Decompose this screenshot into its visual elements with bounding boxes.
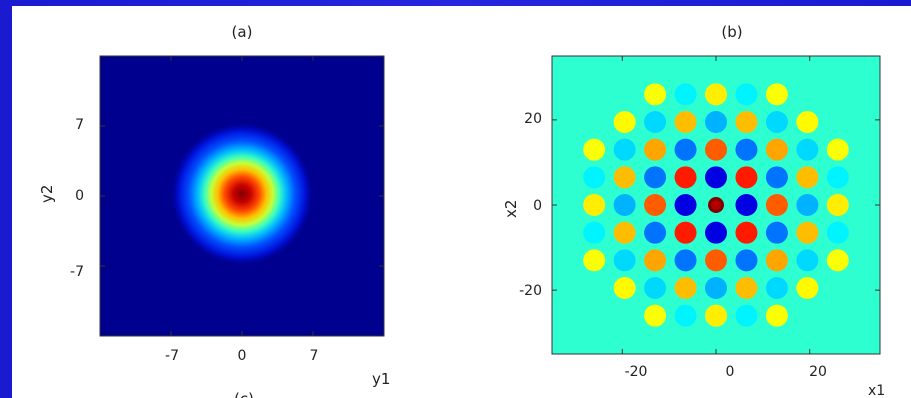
lattice-spot <box>796 277 819 300</box>
lattice-spot <box>796 249 819 272</box>
panel-a-peak <box>170 122 314 266</box>
lattice-spot <box>735 138 758 161</box>
lattice-spot <box>796 194 819 216</box>
lattice-spot <box>705 83 727 106</box>
panel-b: (b) 20 0 -20 -20 0 20 x1 x2 <box>502 23 885 398</box>
panel-b-ytick-mid: 0 <box>533 198 542 214</box>
panel-a-ytick-mid: 0 <box>75 188 84 204</box>
lattice-spot <box>735 249 758 272</box>
panel-b-xtick-right: 20 <box>809 364 827 380</box>
lattice-spot <box>765 277 788 300</box>
lattice-spot <box>644 110 667 133</box>
lattice-spot <box>735 166 758 189</box>
lattice-spot <box>765 166 788 189</box>
lattice-spot <box>674 304 697 327</box>
lattice-spot <box>613 166 636 189</box>
lattice-spot <box>583 249 606 272</box>
lattice-spot <box>613 221 636 244</box>
panel-b-ylabel: x2 <box>502 200 520 218</box>
lattice-spot <box>644 166 667 189</box>
lattice-spot <box>644 194 667 216</box>
lattice-spot <box>796 221 819 244</box>
lattice-spot <box>796 138 819 161</box>
lattice-spot <box>705 166 727 189</box>
lattice-spot <box>765 138 788 161</box>
lattice-spot <box>765 194 788 216</box>
lattice-spot <box>674 194 697 216</box>
lattice-spot <box>613 138 636 161</box>
lattice-spot <box>613 194 636 216</box>
panel-b-xtick-left: -20 <box>625 364 648 380</box>
lattice-spot <box>644 304 667 327</box>
panel-a-xtick-right: 7 <box>310 348 319 364</box>
panel-a-ytick-top: 7 <box>75 117 84 133</box>
lattice-spot <box>765 221 788 244</box>
lattice-spot <box>765 83 788 106</box>
panel-c-caption: (c) <box>234 390 254 398</box>
lattice-spot <box>583 221 606 244</box>
panel-b-spots <box>583 83 849 327</box>
lattice-spot <box>674 221 697 244</box>
panel-a-xlabel: y1 <box>372 370 390 388</box>
lattice-spot <box>826 138 849 161</box>
lattice-spot <box>796 166 819 189</box>
lattice-spot <box>826 166 849 189</box>
lattice-spot <box>674 166 697 189</box>
lattice-spot <box>705 304 727 327</box>
panel-b-ytick-top: 20 <box>524 111 542 127</box>
lattice-spot <box>705 277 727 300</box>
panel-a-xtick-mid: 0 <box>238 348 247 364</box>
lattice-spot <box>583 166 606 189</box>
lattice-spot <box>613 110 636 133</box>
lattice-spot <box>674 249 697 272</box>
panel-b-ytick-bottom: -20 <box>519 283 542 299</box>
lattice-spot <box>613 249 636 272</box>
lattice-spot <box>765 110 788 133</box>
lattice-spot <box>705 110 727 133</box>
lattice-spot <box>826 249 849 272</box>
lattice-spot <box>735 277 758 300</box>
lattice-spot <box>674 277 697 300</box>
lattice-spot <box>796 110 819 133</box>
panel-a-title: (a) <box>232 23 253 41</box>
lattice-spot <box>674 83 697 106</box>
lattice-spot <box>644 277 667 300</box>
panel-a-ylabel: y2 <box>38 185 56 203</box>
lattice-center-core <box>711 200 721 210</box>
panel-a-ticks <box>100 56 384 336</box>
lattice-spot <box>765 304 788 327</box>
panel-b-xtick-mid: 0 <box>726 364 735 380</box>
lattice-spot <box>735 194 758 216</box>
lattice-spot <box>674 110 697 133</box>
panel-a-xtick-left: -7 <box>165 348 179 364</box>
lattice-spot <box>644 249 667 272</box>
lattice-spot <box>674 138 697 161</box>
panel-b-ticks <box>552 56 880 354</box>
lattice-spot <box>613 277 636 300</box>
lattice-spot <box>735 110 758 133</box>
panel-a-ytick-bottom: -7 <box>70 264 84 280</box>
panel-b-title: (b) <box>721 23 742 41</box>
lattice-spot <box>705 221 727 244</box>
lattice-spot <box>735 83 758 106</box>
lattice-spot <box>583 194 606 216</box>
lattice-spot <box>735 221 758 244</box>
lattice-spot <box>583 138 606 161</box>
panel-b-xlabel: x1 <box>868 383 885 398</box>
lattice-spot <box>826 194 849 216</box>
lattice-spot <box>705 249 727 272</box>
lattice-spot <box>735 304 758 327</box>
lattice-spot <box>826 221 849 244</box>
lattice-spot <box>644 221 667 244</box>
lattice-spot <box>765 249 788 272</box>
lattice-spot <box>705 138 727 161</box>
lattice-spot <box>644 138 667 161</box>
panel-a: (a) 7 0 -7 -7 0 7 y1 y2 (c) <box>38 23 390 398</box>
lattice-spot <box>644 83 667 106</box>
